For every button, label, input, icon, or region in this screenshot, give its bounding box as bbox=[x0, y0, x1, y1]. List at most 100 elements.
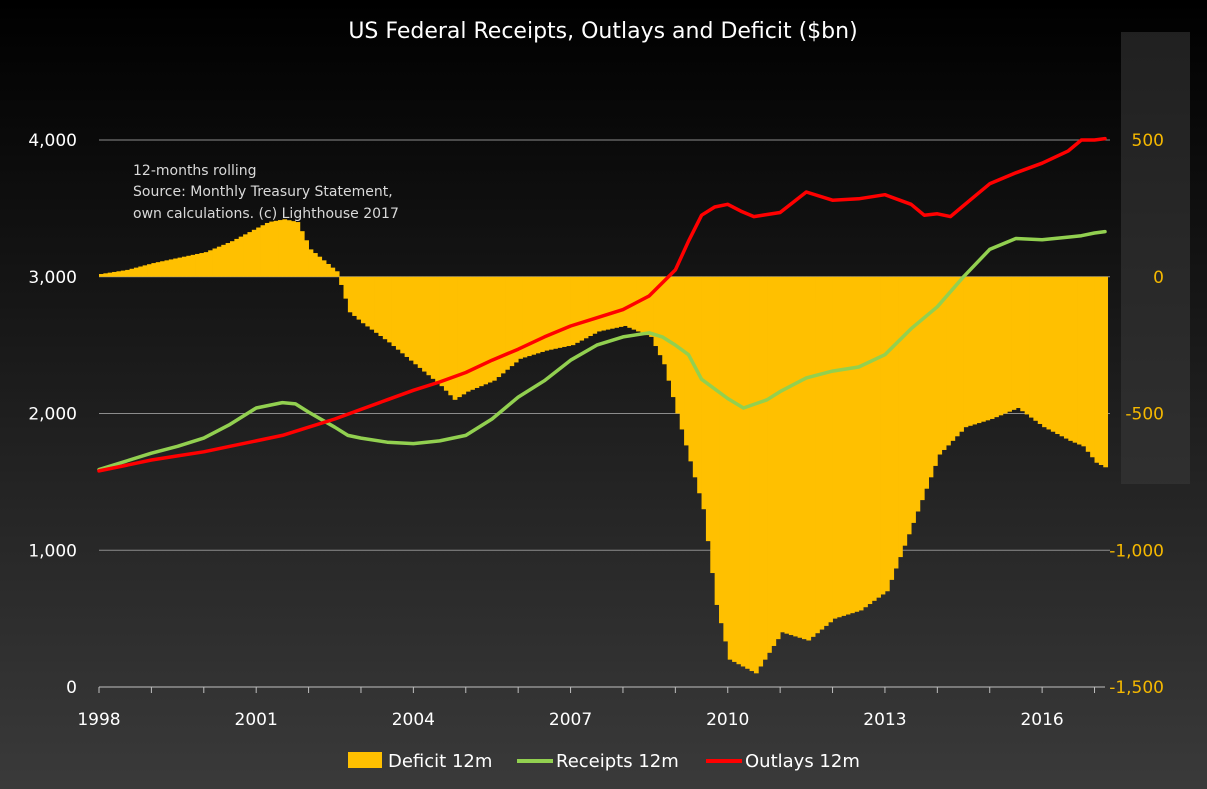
deficit-bar bbox=[928, 276, 934, 478]
legend-label-deficit-12m: Deficit 12m bbox=[388, 751, 492, 772]
deficit-bar bbox=[836, 276, 842, 618]
x-tick-label: 2010 bbox=[706, 710, 749, 730]
deficit-bar bbox=[138, 266, 144, 277]
y-right-tick-label: -1,500 bbox=[1109, 678, 1164, 698]
deficit-bar bbox=[539, 276, 545, 352]
deficit-bar bbox=[531, 276, 537, 355]
deficit-bar bbox=[867, 276, 873, 605]
deficit-bar bbox=[736, 276, 742, 665]
deficit-bar bbox=[483, 276, 489, 385]
deficit-bar bbox=[644, 276, 650, 336]
deficit-bar bbox=[972, 276, 978, 425]
deficit-bar bbox=[884, 276, 890, 592]
deficit-bar bbox=[164, 260, 170, 277]
deficit-bar bbox=[155, 262, 161, 277]
deficit-bar bbox=[911, 276, 916, 523]
deficit-bar bbox=[906, 276, 912, 535]
deficit-bar bbox=[203, 252, 209, 277]
deficit-bar bbox=[959, 276, 964, 432]
deficit-bar bbox=[435, 276, 440, 383]
y-right-tick-label: 500 bbox=[1132, 131, 1164, 151]
deficit-bar bbox=[1050, 276, 1056, 432]
deficit-bar bbox=[103, 273, 109, 277]
deficit-bar bbox=[186, 255, 192, 277]
deficit-bar bbox=[330, 267, 336, 277]
deficit-bar bbox=[413, 276, 419, 365]
deficit-bar bbox=[496, 276, 502, 378]
deficit-bar bbox=[688, 276, 694, 462]
deficit-bar bbox=[526, 276, 532, 357]
deficit-bar bbox=[177, 257, 183, 277]
deficit-bar bbox=[566, 276, 571, 347]
deficit-bars bbox=[99, 219, 1109, 674]
note-line-2: Source: Monthly Treasury Statement, bbox=[133, 184, 393, 200]
deficit-bar bbox=[513, 276, 519, 363]
deficit-bar bbox=[876, 276, 881, 598]
note-line-3: own calculations. (c) Lighthouse 2017 bbox=[133, 206, 399, 222]
deficit-bar bbox=[395, 276, 401, 350]
deficit-bar bbox=[863, 276, 868, 608]
deficit-bar bbox=[1015, 276, 1021, 409]
deficit-bar bbox=[1059, 276, 1065, 437]
deficit-bar bbox=[409, 276, 414, 361]
deficit-bar bbox=[985, 276, 991, 421]
deficit-bar bbox=[1081, 276, 1087, 447]
x-tick-label: 2004 bbox=[392, 710, 435, 730]
deficit-bar bbox=[775, 276, 781, 640]
deficit-bar bbox=[1046, 276, 1052, 430]
deficit-bar bbox=[601, 276, 606, 331]
deficit-bar bbox=[282, 219, 288, 277]
deficit-bar bbox=[535, 276, 541, 354]
deficit-bar bbox=[627, 276, 633, 328]
deficit-bar bbox=[99, 274, 104, 277]
deficit-bar bbox=[321, 260, 327, 277]
series-line-receipts-12m bbox=[97, 229, 1107, 472]
deficit-bar bbox=[1090, 276, 1095, 458]
deficit-bar bbox=[767, 276, 772, 653]
chart-title: US Federal Receipts, Outlays and Deficit… bbox=[348, 19, 857, 44]
deficit-bar bbox=[391, 276, 397, 347]
deficit-bar bbox=[649, 276, 654, 337]
deficit-bar bbox=[854, 276, 860, 612]
deficit-bar bbox=[998, 276, 1004, 416]
deficit-bar bbox=[640, 276, 646, 334]
deficit-bar bbox=[553, 276, 558, 349]
deficit-bar bbox=[548, 276, 554, 350]
deficit-bar bbox=[107, 272, 113, 277]
deficit-bar bbox=[369, 276, 375, 330]
deficit-bar bbox=[461, 276, 467, 395]
deficit-bar bbox=[797, 276, 803, 638]
deficit-bar bbox=[653, 276, 659, 347]
deficit-bar bbox=[753, 276, 759, 674]
deficit-bar bbox=[334, 271, 340, 277]
legend-swatch-deficit-12m bbox=[348, 752, 382, 768]
deficit-bar bbox=[308, 249, 314, 277]
deficit-bar bbox=[339, 276, 344, 285]
deficit-bar bbox=[422, 276, 427, 372]
deficit-bar bbox=[815, 276, 820, 634]
deficit-bar bbox=[941, 276, 947, 450]
x-tick-label: 2001 bbox=[235, 710, 278, 730]
series-line-outlays-12m bbox=[97, 136, 1107, 473]
deficit-bar bbox=[684, 276, 689, 446]
deficit-bar bbox=[426, 276, 432, 376]
deficit-bar bbox=[976, 276, 982, 424]
deficit-bar bbox=[129, 268, 135, 277]
deficit-bar bbox=[692, 276, 698, 478]
deficit-bar bbox=[474, 276, 480, 388]
deficit-bar bbox=[1055, 276, 1060, 435]
deficit-bar bbox=[500, 276, 506, 374]
deficit-bar bbox=[544, 276, 550, 351]
deficit-bar bbox=[273, 220, 279, 277]
deficit-bar bbox=[505, 276, 510, 370]
deficit-bar bbox=[1094, 276, 1100, 463]
deficit-bar bbox=[583, 276, 589, 339]
deficit-bar bbox=[1103, 276, 1109, 468]
deficit-bar bbox=[452, 276, 458, 400]
deficit-bar bbox=[378, 276, 384, 337]
deficit-bar bbox=[919, 276, 925, 501]
deficit-bar bbox=[343, 276, 349, 299]
series-lines bbox=[97, 136, 1107, 473]
deficit-bar bbox=[1085, 276, 1091, 452]
deficit-bar bbox=[622, 276, 628, 326]
